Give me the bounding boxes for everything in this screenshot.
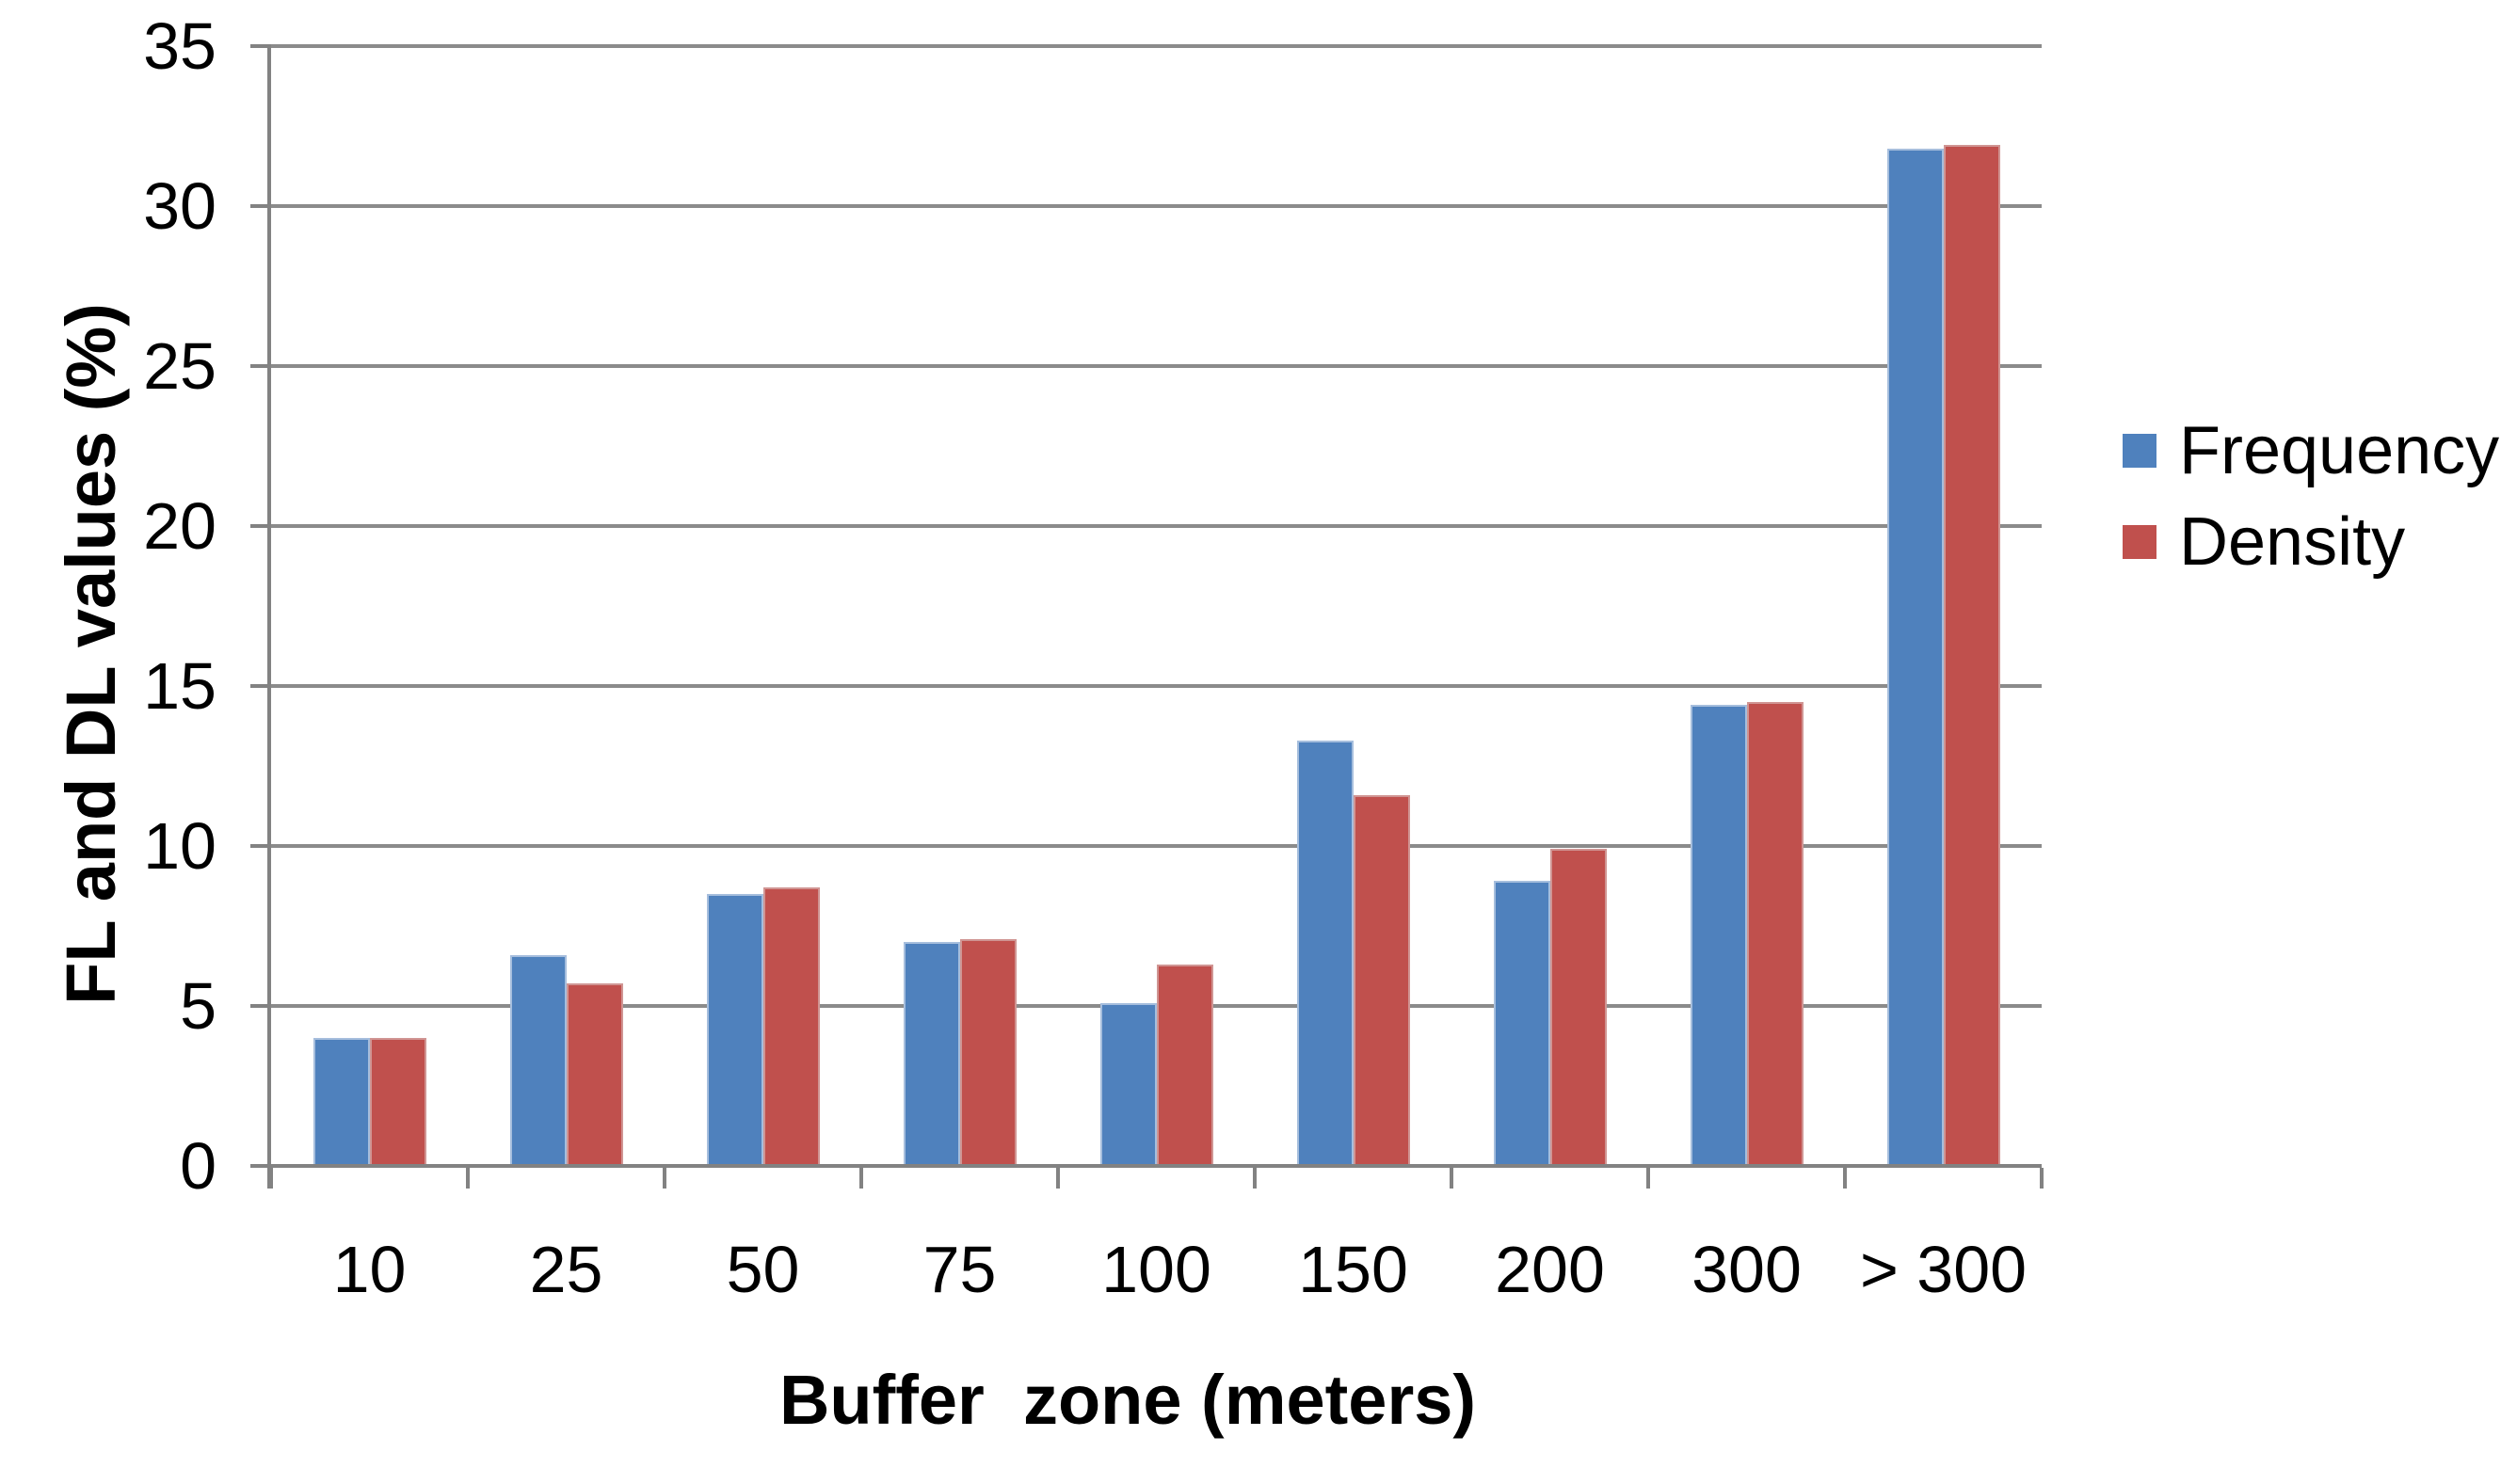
y-tick-mark-10: [250, 844, 271, 848]
y-tick-label-25: 25: [143, 329, 216, 403]
gridline-25: [271, 364, 2042, 368]
x-tick-label-150: 150: [1298, 1233, 1408, 1306]
bar-density-25: [566, 983, 623, 1166]
x-tick-mark-5: [1253, 1168, 1257, 1189]
y-tick-mark-30: [250, 204, 271, 208]
y-tick-label-0: 0: [180, 1129, 216, 1203]
bar-frequency-10: [313, 1038, 370, 1166]
x-tick-label-200: 200: [1495, 1233, 1605, 1306]
x-tick-label-100: 100: [1101, 1233, 1211, 1306]
bar-frequency-150: [1296, 741, 1354, 1166]
x-tick-label-50: 50: [726, 1233, 800, 1306]
bar-frequency-200: [1493, 881, 1550, 1166]
y-tick-mark-15: [250, 684, 271, 688]
x-axis-line: [250, 1164, 2042, 1168]
gridline-20: [271, 524, 2042, 528]
bar-density->300: [1943, 145, 2000, 1166]
gridline-10: [271, 844, 2042, 848]
legend-entry-density: Density: [2123, 503, 2405, 582]
y-tick-label-5: 5: [180, 969, 216, 1043]
x-tick-mark-1: [466, 1168, 470, 1189]
x-tick-mark-2: [663, 1168, 666, 1189]
x-tick-mark-6: [1450, 1168, 1453, 1189]
y-tick-label-10: 10: [143, 809, 216, 883]
bar-frequency->300: [1886, 149, 1944, 1166]
y-tick-mark-25: [250, 364, 271, 368]
y-axis-line: [267, 46, 271, 1189]
x-axis-title: Buffer zone (meters): [778, 1361, 1477, 1439]
legend-entry-frequency: Frequency: [2123, 411, 2499, 490]
y-tick-label-20: 20: [143, 489, 216, 563]
bar-density-10: [369, 1038, 426, 1166]
legend-swatch-frequency: [2123, 434, 2156, 468]
plot-area: [271, 44, 2042, 1166]
gridline-30: [271, 204, 2042, 208]
bar-density-75: [959, 939, 1017, 1166]
y-tick-mark-5: [250, 1004, 271, 1008]
bar-frequency-100: [1099, 1003, 1157, 1166]
x-tick-mark-8: [1843, 1168, 1847, 1189]
bar-frequency-75: [903, 942, 960, 1166]
x-tick-label-300: 300: [1691, 1233, 1802, 1306]
y-tick-label-35: 35: [143, 9, 216, 83]
bar-density-150: [1353, 795, 1410, 1166]
legend-label-density: Density: [2179, 504, 2406, 580]
x-tick-label-25: 25: [529, 1233, 603, 1306]
gridline-35: [271, 44, 2042, 48]
gridline-15: [271, 684, 2042, 688]
y-tick-mark-35: [250, 44, 271, 48]
x-tick-mark-3: [859, 1168, 863, 1189]
bar-frequency-50: [706, 894, 763, 1166]
bar-density-100: [1156, 965, 1213, 1166]
bar-density-50: [762, 887, 820, 1166]
x-tick-mark-9: [2040, 1168, 2044, 1189]
x-tick-label-75: 75: [922, 1233, 997, 1306]
x-tick-label-10: 10: [332, 1233, 407, 1306]
x-tick-mark-7: [1646, 1168, 1650, 1189]
y-tick-label-30: 30: [143, 169, 216, 243]
bar-frequency-300: [1690, 705, 1747, 1166]
y-tick-label-15: 15: [143, 649, 216, 723]
x-tick-mark-0: [269, 1168, 273, 1189]
x-tick-mark-4: [1056, 1168, 1060, 1189]
legend-swatch-density: [2123, 525, 2156, 559]
bar-density-300: [1746, 702, 1804, 1166]
bar-frequency-25: [509, 955, 567, 1166]
bar-density-200: [1549, 849, 1607, 1166]
legend-label-frequency: Frequency: [2179, 413, 2500, 488]
y-tick-mark-20: [250, 524, 271, 528]
x-tick-label->300: > 300: [1859, 1233, 2028, 1306]
